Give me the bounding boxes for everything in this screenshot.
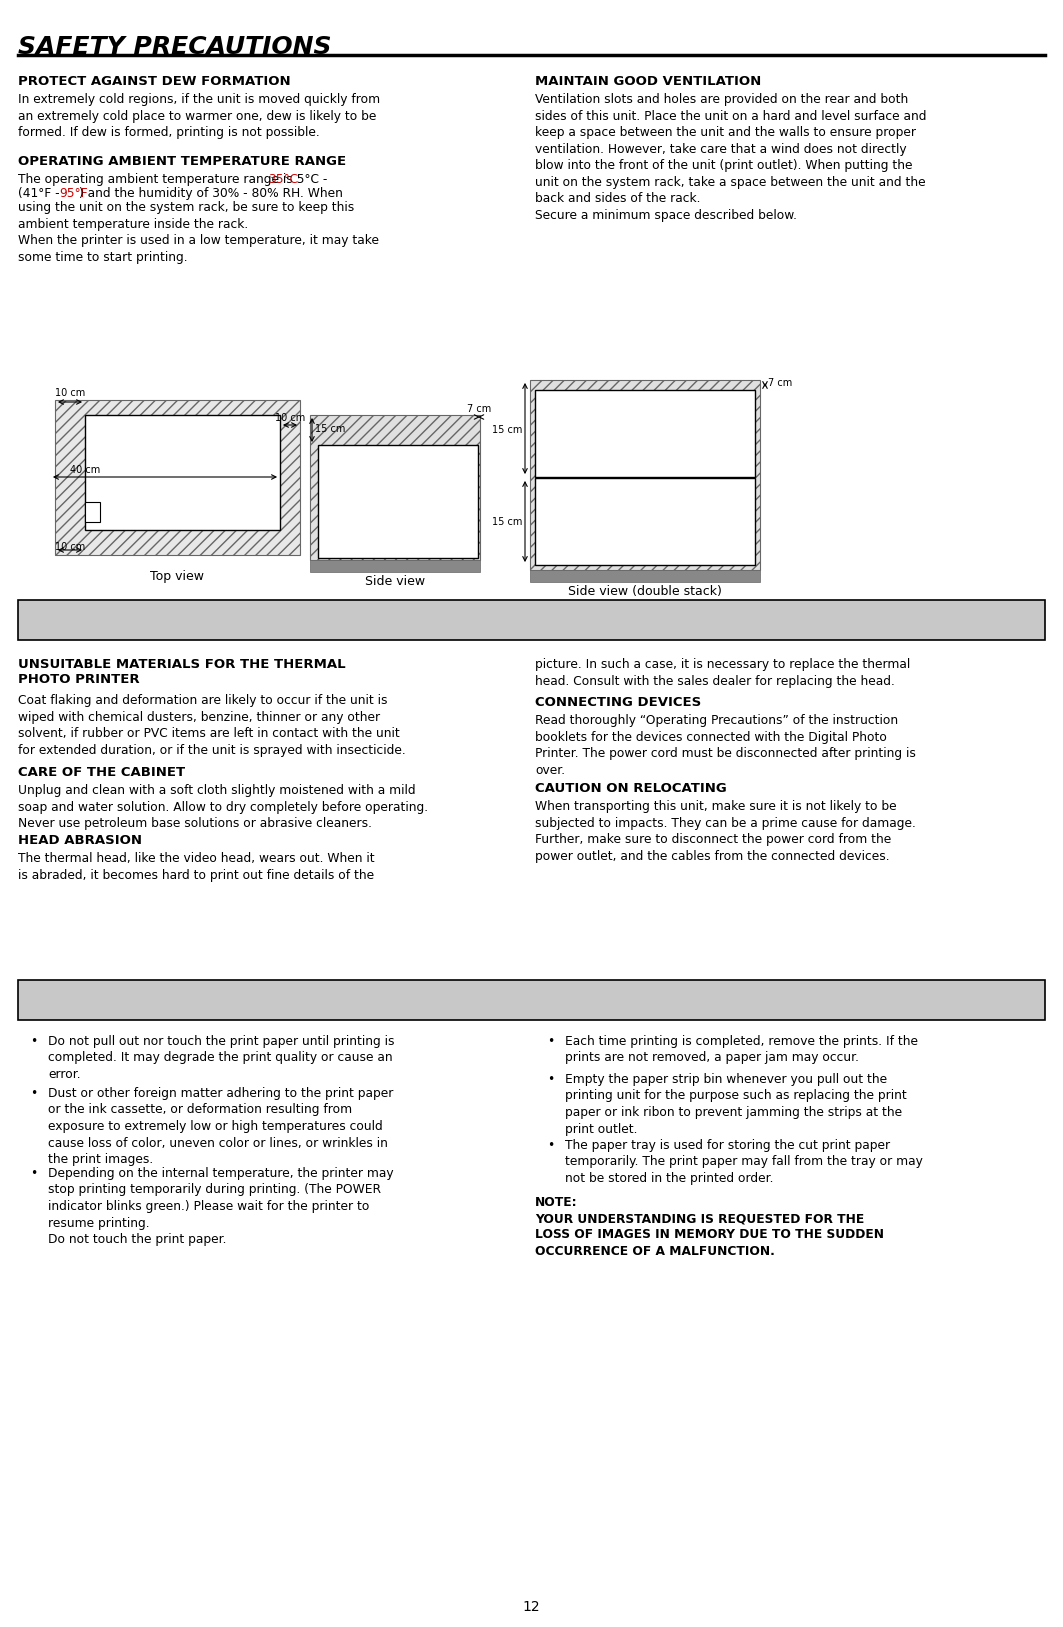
Text: SAFETY PRECAUTIONS: SAFETY PRECAUTIONS <box>18 36 332 59</box>
Text: 7 cm: 7 cm <box>467 403 491 413</box>
Text: In extremely cold regions, if the unit is moved quickly from
an extremely cold p: In extremely cold regions, if the unit i… <box>18 93 381 138</box>
Text: MAINTAIN GOOD VENTILATION: MAINTAIN GOOD VENTILATION <box>535 75 761 88</box>
FancyBboxPatch shape <box>55 400 300 555</box>
Text: •: • <box>547 1072 554 1085</box>
Text: Do not pull out nor touch the print paper until printing is
completed. It may de: Do not pull out nor touch the print pape… <box>48 1035 394 1080</box>
Text: FOR LONG OPERATING LIFE: FOR LONG OPERATING LIFE <box>383 612 679 631</box>
Text: Side view: Side view <box>365 574 425 587</box>
Text: picture. In such a case, it is necessary to replace the thermal
head. Consult wi: picture. In such a case, it is necessary… <box>535 657 910 688</box>
Text: 15 cm: 15 cm <box>491 517 522 527</box>
FancyBboxPatch shape <box>535 478 755 565</box>
FancyBboxPatch shape <box>530 569 760 582</box>
FancyBboxPatch shape <box>85 415 280 530</box>
Text: OTHER CAUTIONS: OTHER CAUTIONS <box>435 992 627 1012</box>
Text: (41°F -: (41°F - <box>18 187 64 200</box>
Text: Depending on the internal temperature, the printer may
stop printing temporarily: Depending on the internal temperature, t… <box>48 1167 393 1246</box>
Text: YOUR UNDERSTANDING IS REQUESTED FOR THE
LOSS OF IMAGES IN MEMORY DUE TO THE SUDD: YOUR UNDERSTANDING IS REQUESTED FOR THE … <box>535 1212 884 1258</box>
FancyBboxPatch shape <box>310 415 480 560</box>
Text: 35°C: 35°C <box>268 172 298 185</box>
Text: using the unit on the system rack, be sure to keep this
ambient temperature insi: using the unit on the system rack, be su… <box>18 202 379 264</box>
Text: 15 cm: 15 cm <box>315 425 345 434</box>
Text: The operating ambient temperature range is 5°C -: The operating ambient temperature range … <box>18 172 332 185</box>
Text: 40 cm: 40 cm <box>70 465 100 475</box>
Text: •: • <box>30 1035 37 1048</box>
Text: Each time printing is completed, remove the prints. If the
prints are not remove: Each time printing is completed, remove … <box>566 1035 918 1064</box>
Text: NOTE:: NOTE: <box>535 1196 577 1209</box>
FancyBboxPatch shape <box>530 381 760 569</box>
Text: 95°F: 95°F <box>58 187 87 200</box>
Text: The paper tray is used for storing the cut print paper
temporarily. The print pa: The paper tray is used for storing the c… <box>566 1139 923 1184</box>
Text: The thermal head, like the video head, wears out. When it
is abraded, it becomes: The thermal head, like the video head, w… <box>18 853 374 882</box>
Text: Top view: Top view <box>150 569 204 582</box>
Text: Side view (double stack): Side view (double stack) <box>568 586 722 599</box>
Text: PROTECT AGAINST DEW FORMATION: PROTECT AGAINST DEW FORMATION <box>18 75 290 88</box>
Text: 7 cm: 7 cm <box>767 377 792 387</box>
FancyBboxPatch shape <box>310 560 480 573</box>
Text: 10 cm: 10 cm <box>55 387 85 399</box>
Text: •: • <box>30 1087 37 1100</box>
Text: When transporting this unit, make sure it is not likely to be
subjected to impac: When transporting this unit, make sure i… <box>535 800 916 862</box>
FancyBboxPatch shape <box>318 446 478 558</box>
Text: Empty the paper strip bin whenever you pull out the
printing unit for the purpos: Empty the paper strip bin whenever you p… <box>566 1072 907 1136</box>
Text: •: • <box>547 1139 554 1152</box>
Text: CAUTION ON RELOCATING: CAUTION ON RELOCATING <box>535 783 727 796</box>
Text: ) and the humidity of 30% - 80% RH. When: ) and the humidity of 30% - 80% RH. When <box>80 187 343 200</box>
FancyBboxPatch shape <box>535 390 755 477</box>
Text: •: • <box>30 1167 37 1180</box>
Text: Ventilation slots and holes are provided on the rear and both
sides of this unit: Ventilation slots and holes are provided… <box>535 93 927 221</box>
Text: 10 cm: 10 cm <box>55 542 85 552</box>
Text: •: • <box>547 1035 554 1048</box>
FancyBboxPatch shape <box>18 979 1045 1020</box>
Text: CONNECTING DEVICES: CONNECTING DEVICES <box>535 696 702 709</box>
Text: 10 cm: 10 cm <box>275 413 305 423</box>
Text: OPERATING AMBIENT TEMPERATURE RANGE: OPERATING AMBIENT TEMPERATURE RANGE <box>18 155 347 168</box>
Text: Read thoroughly “Operating Precautions” of the instruction
booklets for the devi: Read thoroughly “Operating Precautions” … <box>535 714 916 776</box>
Text: CARE OF THE CABINET: CARE OF THE CABINET <box>18 766 185 779</box>
Text: UNSUITABLE MATERIALS FOR THE THERMAL
PHOTO PRINTER: UNSUITABLE MATERIALS FOR THE THERMAL PHO… <box>18 657 345 687</box>
FancyBboxPatch shape <box>18 600 1045 639</box>
Text: Unplug and clean with a soft cloth slightly moistened with a mild
soap and water: Unplug and clean with a soft cloth sligh… <box>18 784 428 830</box>
Text: 15 cm: 15 cm <box>491 425 522 434</box>
Text: Dust or other foreign matter adhering to the print paper
or the ink cassette, or: Dust or other foreign matter adhering to… <box>48 1087 393 1167</box>
FancyBboxPatch shape <box>85 503 100 522</box>
Text: 12: 12 <box>522 1599 540 1614</box>
Text: Coat flaking and deformation are likely to occur if the unit is
wiped with chemi: Coat flaking and deformation are likely … <box>18 695 406 757</box>
Text: HEAD ABRASION: HEAD ABRASION <box>18 835 142 848</box>
